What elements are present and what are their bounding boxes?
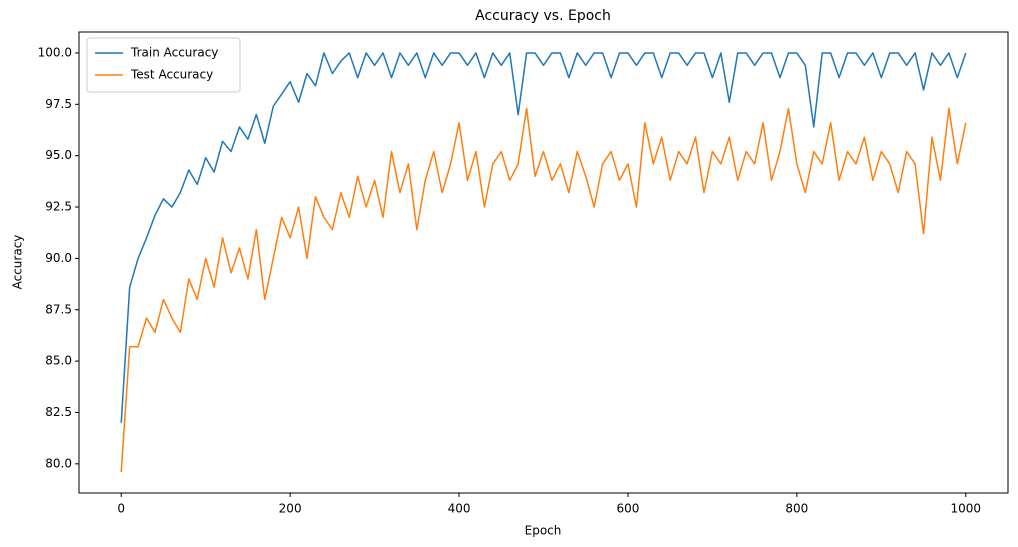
legend: Train Accuracy Test Accuracy [86, 37, 241, 93]
y-axis-label: Accuracy [11, 235, 25, 290]
x-tick-label: 0 [117, 502, 125, 516]
x-tick-label: 1000 [950, 502, 981, 516]
y-tick-label: 97.5 [45, 97, 72, 111]
y-tick-label: 85.0 [45, 354, 72, 368]
legend-label: Test Accuracy [130, 68, 213, 82]
y-tick-label: 80.0 [45, 456, 72, 470]
line-series [120, 107, 967, 473]
legend-label: Train Accuracy [130, 46, 218, 60]
chart-title: Accuracy vs. Epoch [475, 8, 611, 24]
y-tick-label: 92.5 [45, 200, 72, 214]
x-tick-label: 200 [279, 502, 302, 516]
legend-box [86, 37, 241, 93]
x-tick-label: 400 [448, 502, 471, 516]
y-tick-label: 87.5 [45, 302, 72, 316]
x-tick-label: 600 [617, 502, 640, 516]
line-series [120, 52, 967, 423]
y-tick-label: 82.5 [45, 405, 72, 419]
x-axis-label: Epoch [525, 524, 562, 538]
x-tick-label: 800 [785, 502, 808, 516]
y-tick-label: 95.0 [45, 148, 72, 162]
axes-frame [78, 31, 1009, 494]
y-tick-label: 100.0 [38, 45, 72, 59]
y-tick-label: 90.0 [45, 251, 72, 265]
